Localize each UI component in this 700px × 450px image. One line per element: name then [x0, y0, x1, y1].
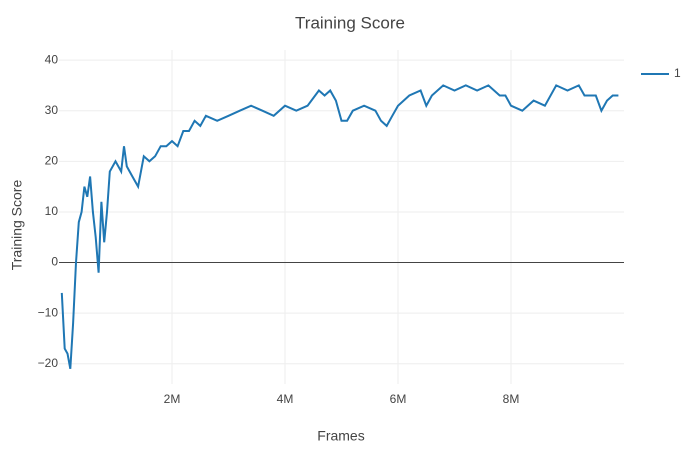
chart-title: Training Score — [295, 13, 405, 32]
y-tick-label: 0 — [51, 255, 58, 269]
series-line — [60, 84, 619, 369]
y-tick-label: 40 — [45, 52, 59, 66]
x-axis-title: Frames — [317, 428, 364, 444]
y-tick-label: 20 — [45, 154, 59, 168]
x-tick-label: 6M — [390, 392, 407, 406]
x-tick-label: 8M — [503, 392, 520, 406]
y-tick-label: −20 — [38, 356, 59, 370]
y-tick-label: −10 — [38, 305, 59, 319]
x-tick-label: 4M — [277, 392, 294, 406]
y-tick-label: 10 — [45, 204, 59, 218]
y-axis-title: Training Score — [9, 180, 25, 271]
x-tick-label: 2M — [164, 392, 181, 406]
legend-label: 1 — [674, 66, 681, 80]
y-tick-label: 30 — [45, 103, 59, 117]
